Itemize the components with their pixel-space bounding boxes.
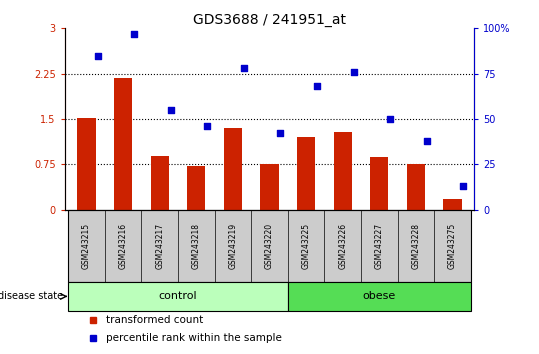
Point — [167, 107, 175, 113]
Point — [203, 124, 212, 129]
Bar — [114, 78, 133, 210]
Text: transformed count: transformed count — [106, 315, 203, 325]
Point — [276, 131, 285, 136]
Text: GSM243227: GSM243227 — [375, 223, 384, 269]
Bar — [187, 166, 205, 210]
Point — [423, 138, 431, 144]
Bar — [297, 137, 315, 210]
Text: GSM243216: GSM243216 — [119, 223, 128, 269]
Text: control: control — [159, 291, 197, 301]
Bar — [78, 118, 96, 210]
Text: GSM243225: GSM243225 — [302, 223, 310, 269]
Text: GSM243217: GSM243217 — [155, 223, 164, 269]
Bar — [443, 199, 461, 210]
Text: percentile rank within the sample: percentile rank within the sample — [106, 333, 281, 343]
Point — [239, 65, 248, 71]
Bar — [370, 157, 389, 210]
Point — [349, 69, 358, 75]
Bar — [406, 164, 425, 210]
Text: GSM243275: GSM243275 — [448, 223, 457, 269]
Bar — [260, 164, 279, 210]
Text: obese: obese — [363, 291, 396, 301]
Point — [130, 31, 139, 36]
Title: GDS3688 / 241951_at: GDS3688 / 241951_at — [193, 13, 346, 27]
Bar — [224, 128, 242, 210]
Point — [459, 183, 468, 189]
Text: GSM243226: GSM243226 — [338, 223, 347, 269]
Text: disease state: disease state — [0, 291, 63, 301]
Point — [93, 53, 102, 58]
Point — [313, 84, 321, 89]
Text: GSM243218: GSM243218 — [192, 223, 201, 269]
Bar — [150, 156, 169, 210]
Point — [386, 116, 395, 122]
Text: GSM243220: GSM243220 — [265, 223, 274, 269]
Text: GSM243215: GSM243215 — [82, 223, 91, 269]
Bar — [68, 282, 288, 311]
Bar — [334, 132, 352, 210]
Bar — [288, 282, 471, 311]
Text: GSM243219: GSM243219 — [229, 223, 237, 269]
Text: GSM243228: GSM243228 — [411, 223, 420, 269]
